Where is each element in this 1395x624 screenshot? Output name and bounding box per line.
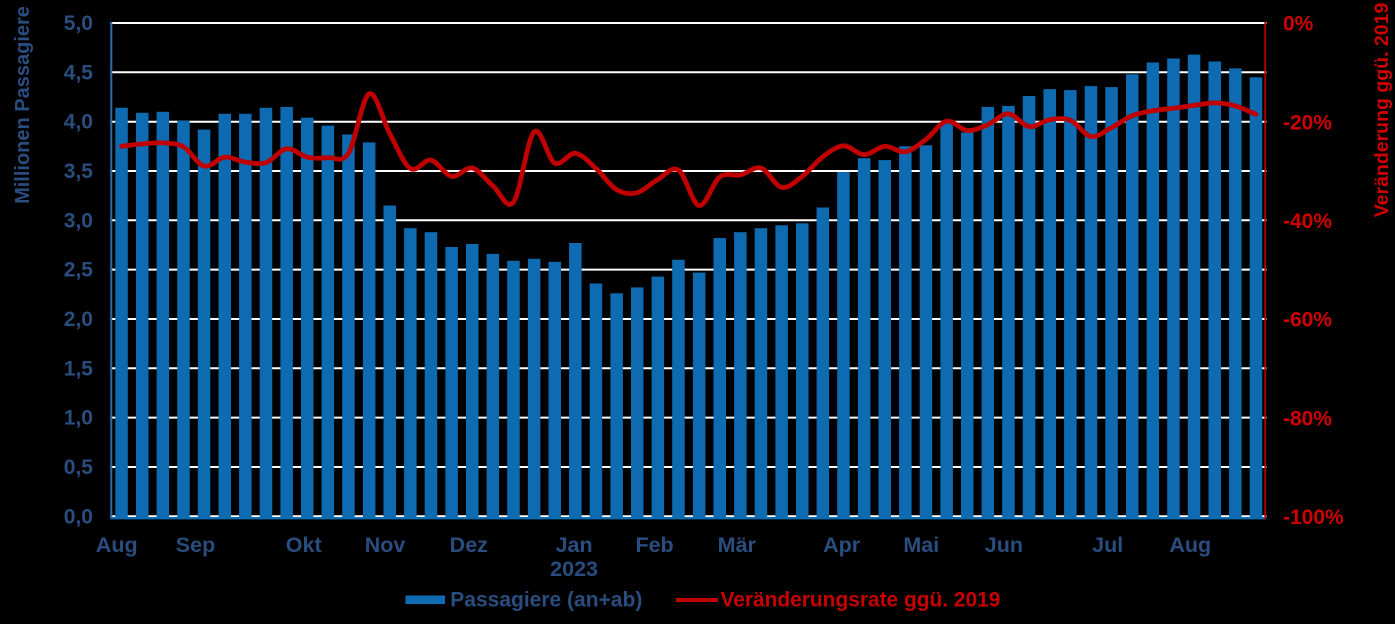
- svg-text:-20%: -20%: [1283, 111, 1332, 134]
- svg-text:2023: 2023: [550, 557, 598, 581]
- svg-text:Jun: Jun: [985, 533, 1023, 557]
- svg-text:Passagiere (an+ab): Passagiere (an+ab): [450, 588, 642, 611]
- svg-text:1,0: 1,0: [64, 407, 93, 430]
- svg-text:5,0: 5,0: [64, 12, 93, 35]
- svg-text:Apr: Apr: [823, 533, 861, 557]
- svg-text:Mai: Mai: [903, 533, 939, 557]
- svg-text:0,5: 0,5: [64, 456, 94, 479]
- svg-text:Jan: Jan: [556, 533, 593, 557]
- svg-text:Mär: Mär: [718, 533, 757, 557]
- svg-text:Aug: Aug: [1169, 533, 1211, 557]
- svg-text:Millionen Passagiere: Millionen Passagiere: [12, 6, 34, 204]
- svg-text:4,5: 4,5: [64, 61, 94, 84]
- svg-text:0,0: 0,0: [64, 505, 93, 528]
- svg-text:Dez: Dez: [450, 533, 488, 557]
- svg-text:Veränderung ggü. 2019: Veränderung ggü. 2019: [1371, 3, 1393, 218]
- svg-text:2,5: 2,5: [64, 259, 94, 282]
- svg-text:Okt: Okt: [286, 533, 322, 557]
- svg-text:2,0: 2,0: [64, 308, 93, 331]
- svg-text:Nov: Nov: [365, 533, 406, 557]
- svg-text:0%: 0%: [1283, 13, 1314, 36]
- svg-text:Sep: Sep: [176, 533, 215, 557]
- svg-text:-80%: -80%: [1283, 407, 1332, 430]
- svg-text:-60%: -60%: [1283, 309, 1332, 332]
- svg-text:Jul: Jul: [1092, 533, 1123, 557]
- svg-text:3,0: 3,0: [64, 209, 93, 232]
- svg-text:-40%: -40%: [1283, 210, 1332, 233]
- svg-text:Aug: Aug: [96, 533, 138, 557]
- svg-text:Veränderungsrate ggü. 2019: Veränderungsrate ggü. 2019: [721, 588, 1001, 611]
- svg-text:3,5: 3,5: [64, 160, 94, 183]
- svg-text:4,0: 4,0: [64, 111, 93, 134]
- svg-text:Feb: Feb: [635, 533, 673, 557]
- svg-text:1,5: 1,5: [64, 357, 94, 380]
- svg-text:-100%: -100%: [1283, 506, 1344, 529]
